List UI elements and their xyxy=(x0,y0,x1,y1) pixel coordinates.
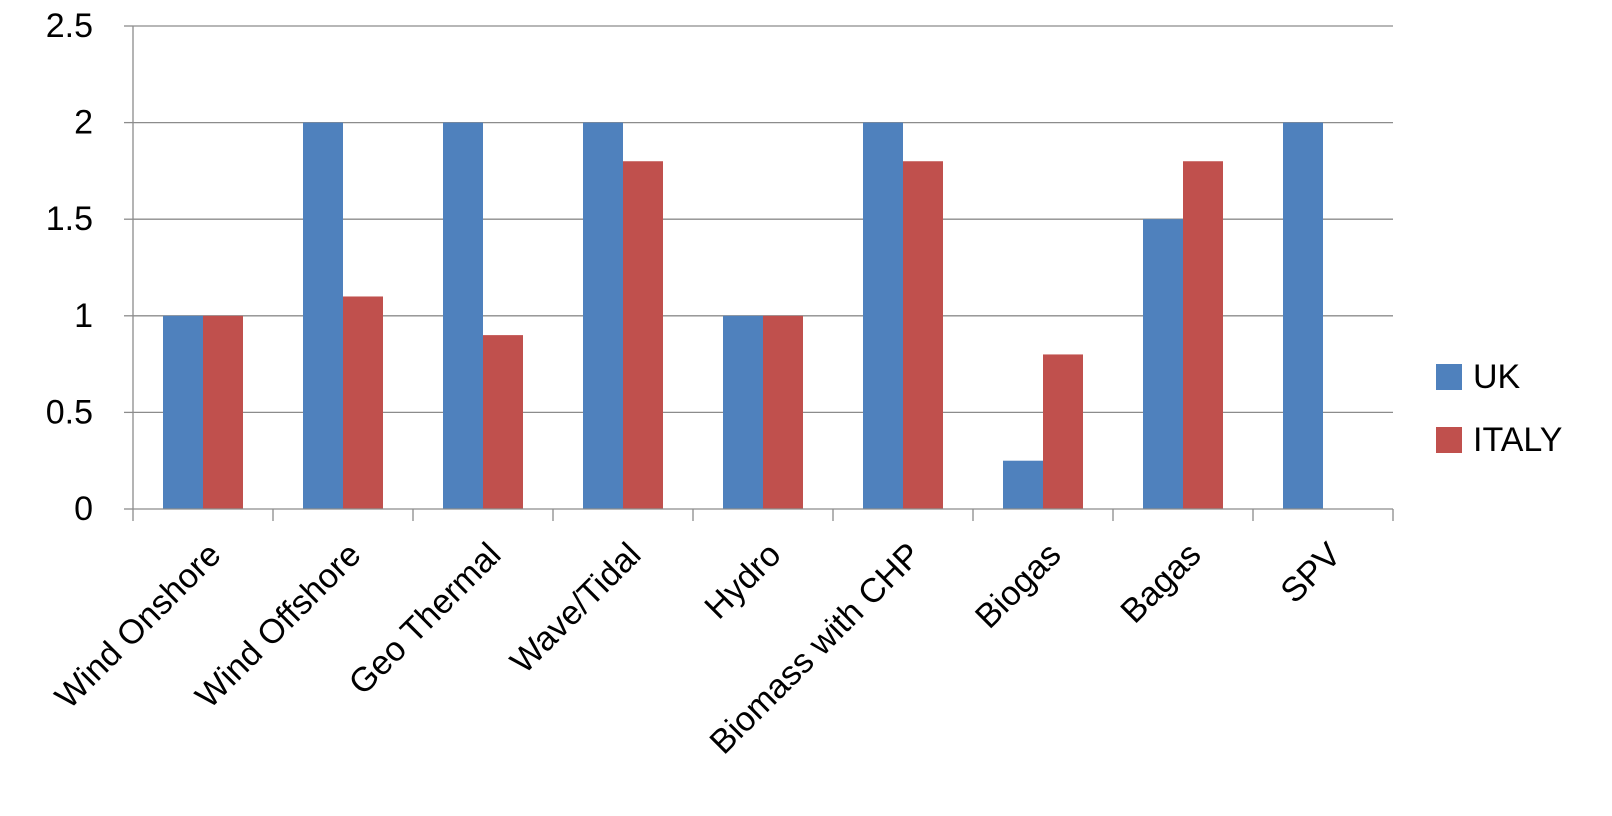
bar-uk xyxy=(1283,122,1323,509)
bar-italy xyxy=(623,161,663,510)
legend-swatch-uk xyxy=(1436,364,1462,390)
legend-label-uk: UK xyxy=(1473,358,1521,396)
y-tick-label: 1 xyxy=(74,297,93,335)
bar-italy xyxy=(1183,161,1223,510)
x-category-label: Wave/Tidal xyxy=(503,536,648,681)
x-category-label: SPV xyxy=(1273,535,1348,610)
bar-uk xyxy=(443,122,483,509)
bar-italy xyxy=(483,335,523,509)
bar-italy xyxy=(763,315,803,509)
legend: UK ITALY xyxy=(1436,358,1562,459)
bars xyxy=(163,122,1323,510)
bar-uk xyxy=(303,122,343,509)
y-tick-label: 2.5 xyxy=(46,7,93,45)
bar-uk xyxy=(1003,460,1043,509)
bar-italy xyxy=(1043,354,1083,509)
legend-swatch-italy xyxy=(1436,427,1462,453)
axes xyxy=(124,25,1394,521)
bar-italy xyxy=(203,315,243,509)
bar-italy xyxy=(343,296,383,509)
legend-label-italy: ITALY xyxy=(1473,421,1562,459)
bar-uk xyxy=(163,315,203,509)
bar-uk xyxy=(863,122,903,509)
y-tick-label: 1.5 xyxy=(46,200,93,238)
bar-italy xyxy=(903,161,943,510)
x-category-label: Biogas xyxy=(968,536,1068,636)
x-category-label: Bagas xyxy=(1113,536,1208,631)
x-category-label: Geo Thermal xyxy=(342,536,509,703)
bar-uk xyxy=(583,122,623,509)
bar-uk xyxy=(723,315,763,509)
y-axis-tick-labels: 0 0.5 1 1.5 2 2.5 xyxy=(46,7,93,528)
x-category-label: Hydro xyxy=(697,536,788,627)
y-tick-label: 2 xyxy=(74,104,93,142)
y-tick-label: 0 xyxy=(74,490,93,528)
y-tick-label: 0.5 xyxy=(46,393,93,431)
bar-uk xyxy=(1143,219,1183,509)
